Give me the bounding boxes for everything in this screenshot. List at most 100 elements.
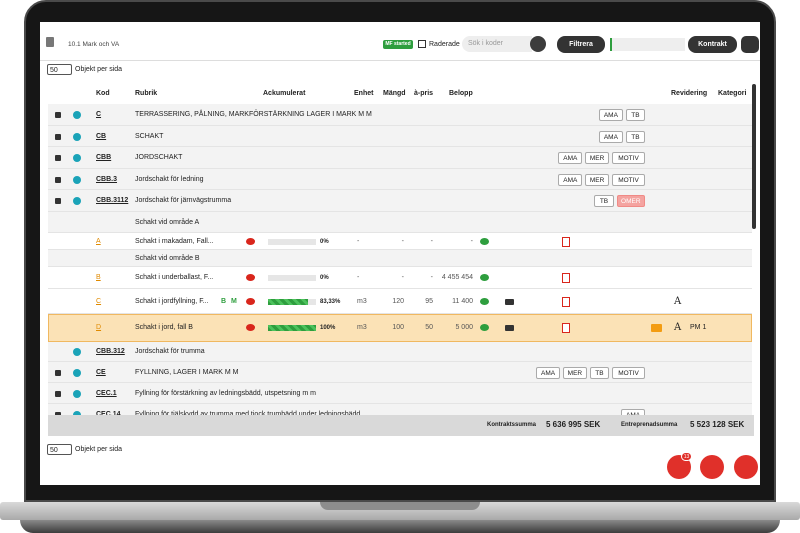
comment-icon[interactable] — [246, 237, 255, 245]
note-icon[interactable] — [480, 274, 489, 281]
note-icon[interactable] — [480, 297, 489, 305]
document-icon[interactable] — [562, 323, 570, 333]
collapse-icon[interactable] — [55, 369, 61, 376]
globe-icon — [73, 368, 81, 377]
table-row[interactable] — [48, 314, 752, 342]
code[interactable]: CBB.3112 — [96, 197, 129, 204]
search-button[interactable] — [530, 36, 546, 52]
contract-button[interactable]: Kontrakt — [688, 36, 737, 53]
column-header: Rubrik — [135, 90, 158, 97]
laptop-foot — [20, 520, 780, 533]
tag-button[interactable]: TB — [589, 366, 609, 379]
title: Jordschakt för trumma — [135, 348, 205, 355]
status-badge: MF started — [383, 40, 413, 49]
folder-icon[interactable] — [505, 298, 514, 305]
filter-button[interactable]: Filtrera — [557, 36, 605, 53]
tag-button[interactable]: MOTIV — [612, 152, 645, 164]
code[interactable]: C — [96, 111, 102, 118]
code[interactable]: D — [96, 324, 102, 331]
title: JORDSCHAKT — [135, 154, 183, 161]
amount: 5 000 — [455, 324, 473, 331]
column-header: à-pris — [414, 90, 434, 97]
table-row[interactable] — [48, 289, 752, 314]
code[interactable]: CEC.1 — [96, 389, 117, 397]
unit-price: - — [430, 237, 433, 245]
tag-button[interactable]: TB — [625, 130, 645, 143]
message-button[interactable] — [734, 455, 758, 479]
document-icon[interactable] — [562, 273, 570, 283]
title: Schakt vid område B — [135, 254, 200, 262]
title: Schakt i jord, fall B — [135, 324, 193, 331]
code[interactable]: C — [96, 297, 102, 305]
title: Schakt i jordfyllning, F... — [135, 297, 209, 305]
collapse-icon[interactable] — [55, 133, 61, 140]
tag-button[interactable]: TB — [625, 109, 645, 121]
comment-icon[interactable] — [246, 324, 255, 331]
collapse-icon[interactable] — [55, 176, 61, 183]
column-header: Kategori — [718, 90, 747, 97]
document-icon[interactable] — [562, 296, 570, 307]
code[interactable]: CBB — [96, 154, 112, 161]
collapse-icon[interactable] — [55, 390, 61, 397]
tag-button[interactable]: MER — [585, 152, 609, 164]
table-row[interactable] — [48, 190, 752, 212]
category: PM 1 — [690, 324, 707, 331]
page-size-select[interactable]: 50 — [47, 64, 72, 75]
contract-sum: 5 636 995 SEK — [546, 420, 601, 429]
title: Jordschakt för järnvägstrumma — [135, 197, 232, 204]
amount: 4 455 454 — [441, 274, 473, 281]
quantity: 120 — [392, 297, 404, 305]
folder-icon[interactable] — [505, 325, 514, 331]
code[interactable]: CBB.3 — [96, 175, 118, 183]
edit-button[interactable] — [700, 455, 724, 479]
comment-icon[interactable] — [246, 297, 255, 305]
tag-button[interactable]: TB — [594, 195, 614, 207]
tag-button[interactable]: AMA — [536, 366, 560, 379]
page-size-label: Objekt per sida — [75, 66, 123, 73]
title: SCHAKT — [135, 132, 164, 140]
code[interactable]: CBB.312 — [96, 348, 125, 355]
tag-button[interactable]: AMA — [599, 109, 623, 121]
collapse-icon[interactable] — [55, 155, 61, 161]
table-row[interactable] — [48, 233, 752, 250]
code[interactable]: CB — [96, 132, 107, 140]
code[interactable]: CEC.14 — [96, 410, 121, 418]
tag-button[interactable]: AMA — [558, 152, 583, 164]
tag-button[interactable]: MER — [585, 173, 609, 186]
progress-fill — [268, 325, 316, 331]
collapse-icon[interactable] — [55, 411, 61, 418]
page-size-select[interactable]: 50 — [47, 444, 72, 455]
tag-button[interactable]: AMA — [599, 130, 623, 143]
note-icon[interactable] — [480, 324, 489, 331]
table-row[interactable] — [48, 126, 752, 147]
contract-label: Kontraktssumma — [487, 422, 537, 428]
collapse-icon[interactable] — [55, 198, 61, 204]
document-icon[interactable] — [562, 236, 570, 247]
collapse-icon[interactable] — [55, 112, 61, 118]
table-row[interactable] — [48, 342, 752, 362]
table-row[interactable] — [48, 383, 752, 404]
progress-track — [268, 238, 316, 245]
search-input[interactable]: Sök i koder — [462, 36, 532, 52]
table-row[interactable] — [48, 212, 752, 233]
comment-icon[interactable] — [246, 274, 255, 281]
note-icon[interactable] — [480, 237, 489, 245]
deleted-label: Raderade — [429, 41, 460, 48]
column-header: Mängd — [383, 90, 406, 97]
tag-button[interactable]: AMA — [558, 173, 583, 186]
deleted-checkbox[interactable] — [418, 40, 426, 48]
table-row[interactable] — [48, 267, 752, 289]
tag-button[interactable]: MOTIV — [612, 173, 645, 186]
code[interactable]: B — [96, 274, 101, 281]
progress-label: 0% — [320, 275, 329, 281]
tag-button[interactable]: MOTIV — [612, 366, 645, 379]
table-row[interactable] — [48, 250, 752, 267]
unit-price: 50 — [425, 324, 433, 331]
table-row[interactable] — [48, 104, 752, 126]
pin-button[interactable] — [741, 36, 759, 53]
quantity: - — [401, 274, 404, 281]
tag-button[interactable]: MER — [563, 366, 587, 379]
tag-button[interactable]: OMER — [616, 195, 645, 207]
code[interactable]: A — [96, 237, 101, 245]
code[interactable]: CE — [96, 368, 106, 376]
